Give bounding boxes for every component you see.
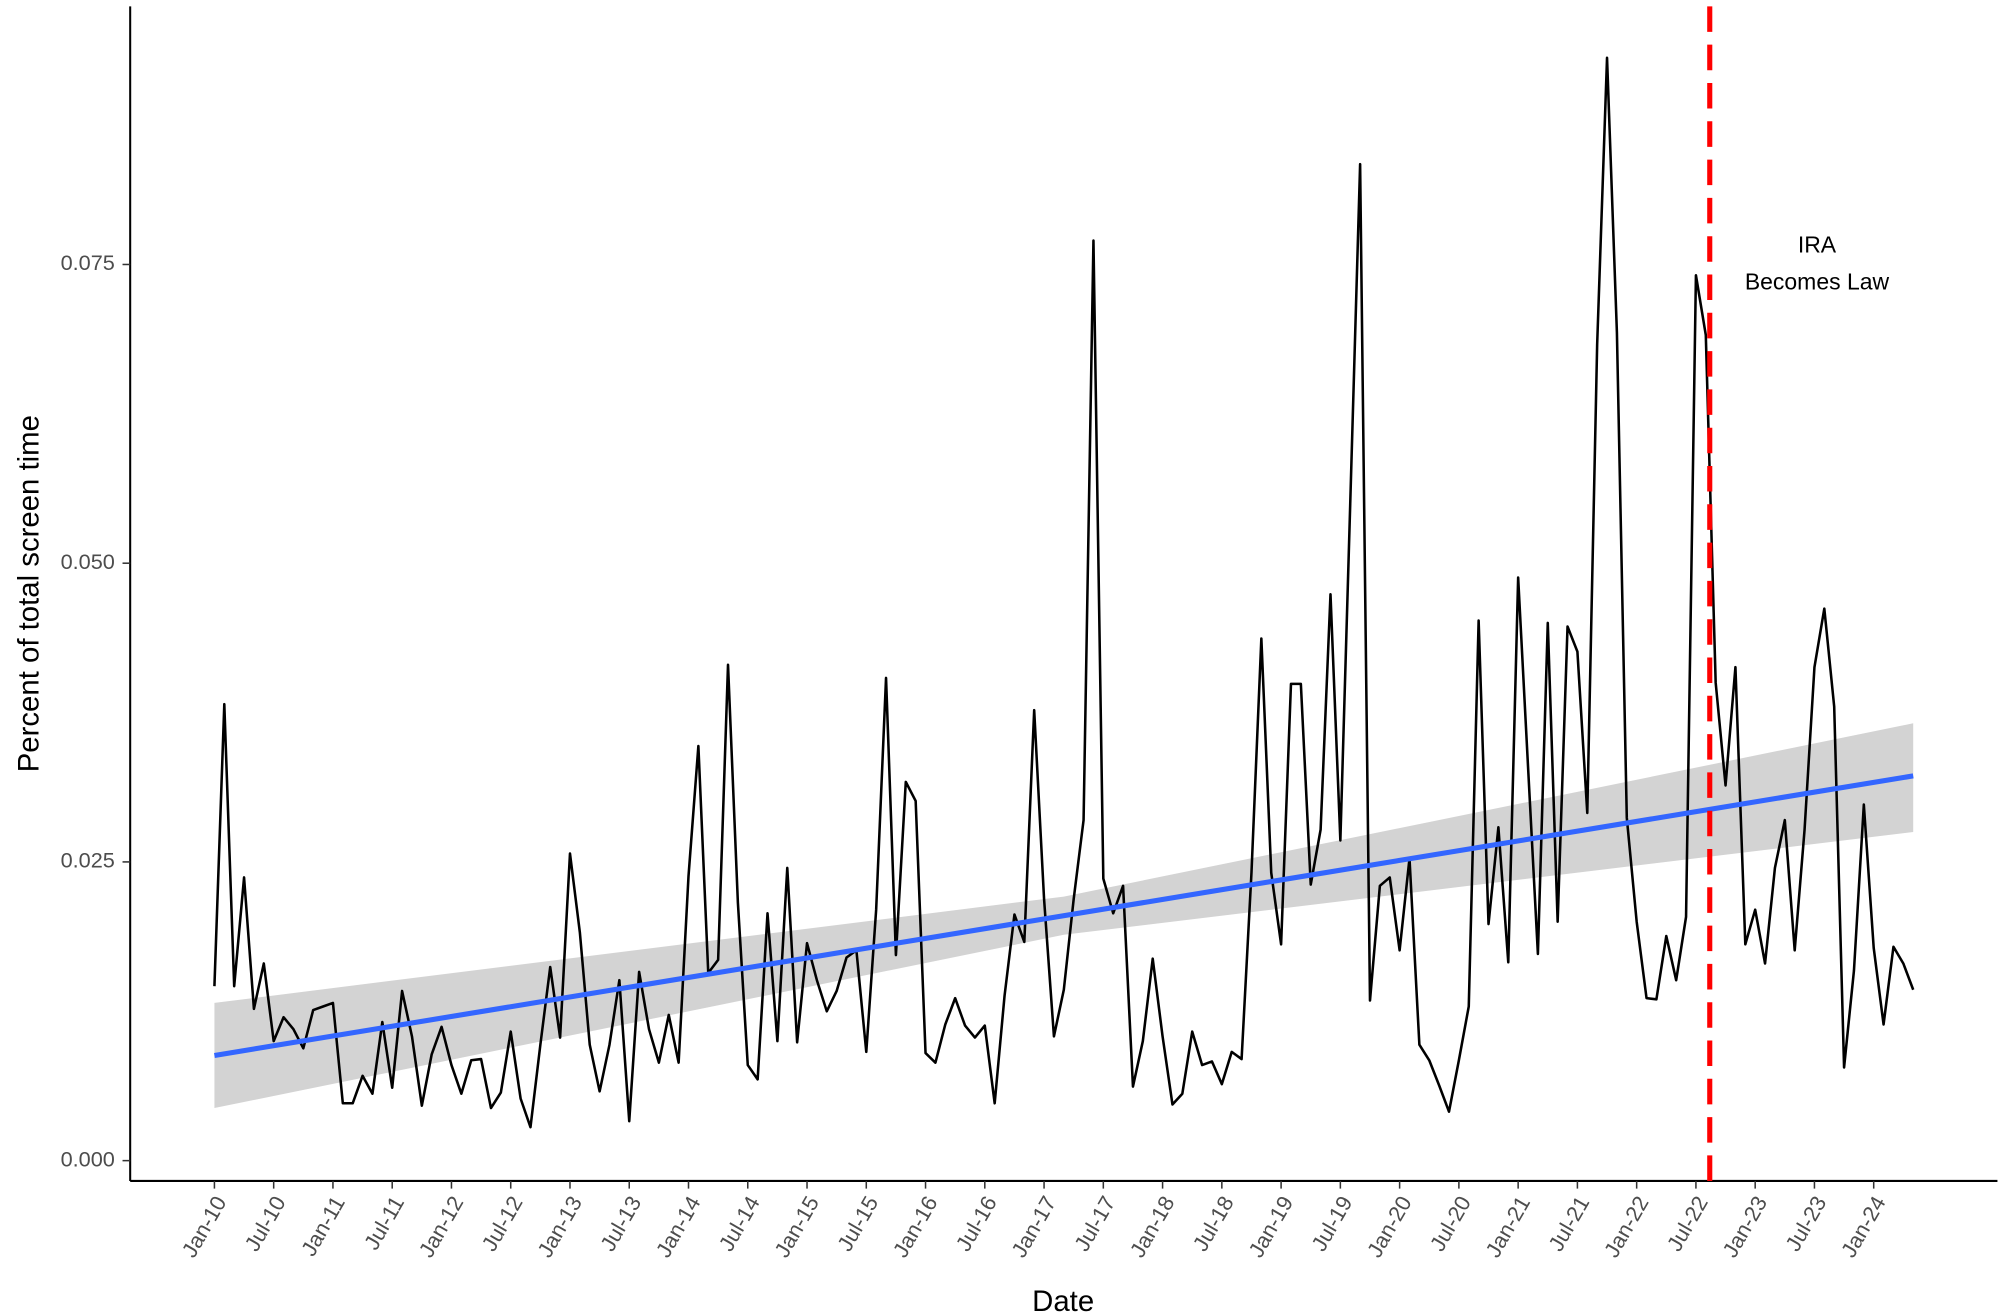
x-tick-label: Jul-19 bbox=[1306, 1192, 1357, 1256]
data-line bbox=[213, 56, 1915, 1129]
x-tick-label: Jul-10 bbox=[239, 1192, 290, 1256]
x-tick-label: Jan-22 bbox=[1599, 1192, 1654, 1262]
y-axis-title: Percent of total screen time bbox=[12, 415, 45, 772]
x-tick-label: Jul-12 bbox=[476, 1192, 527, 1256]
x-tick-label: Jul-23 bbox=[1780, 1192, 1831, 1256]
x-tick-label: Jan-21 bbox=[1480, 1192, 1535, 1262]
x-tick-label: Jul-21 bbox=[1543, 1192, 1594, 1256]
trend-line bbox=[214, 773, 1914, 1059]
x-tick-label: Jan-11 bbox=[296, 1192, 350, 1261]
x-tick-label: Jul-13 bbox=[595, 1192, 646, 1256]
x-tick-label: Jan-15 bbox=[769, 1192, 824, 1262]
x-tick-label: Jul-16 bbox=[951, 1192, 1002, 1256]
y-tick-label: 0.000 bbox=[61, 1146, 115, 1171]
x-tick-label: Jan-12 bbox=[414, 1192, 469, 1262]
x-tick-label: Jan-20 bbox=[1362, 1192, 1417, 1262]
x-tick-label: Jan-19 bbox=[1243, 1192, 1298, 1262]
event-label: Becomes Law bbox=[1745, 268, 1890, 294]
x-tick-label: Jul-18 bbox=[1188, 1192, 1239, 1256]
y-tick-label: 0.075 bbox=[61, 250, 115, 275]
event-label: IRA bbox=[1798, 231, 1837, 257]
x-tick-label: Jul-20 bbox=[1425, 1192, 1476, 1256]
x-tick-label: Jan-14 bbox=[651, 1192, 706, 1262]
x-axis-title: Date bbox=[1032, 1285, 1094, 1315]
x-tick-label: Jul-17 bbox=[1069, 1192, 1120, 1256]
x-tick-label: Jul-11 bbox=[359, 1192, 409, 1254]
x-tick-label: Jan-13 bbox=[532, 1192, 587, 1262]
x-tick-label: Jan-23 bbox=[1717, 1192, 1772, 1262]
x-tick-label: Jul-22 bbox=[1662, 1192, 1713, 1256]
x-tick-label: Jan-18 bbox=[1125, 1192, 1180, 1262]
x-tick-label: Jan-17 bbox=[1006, 1192, 1061, 1262]
x-tick-label: Jan-16 bbox=[888, 1192, 943, 1262]
y-tick-label: 0.050 bbox=[61, 549, 115, 574]
y-tick-label: 0.025 bbox=[61, 848, 115, 873]
x-tick-label: Jul-15 bbox=[832, 1192, 883, 1256]
x-tick-label: Jan-10 bbox=[177, 1192, 232, 1262]
x-tick-label: Jul-14 bbox=[714, 1192, 765, 1256]
x-tick-label: Jan-24 bbox=[1836, 1192, 1891, 1262]
